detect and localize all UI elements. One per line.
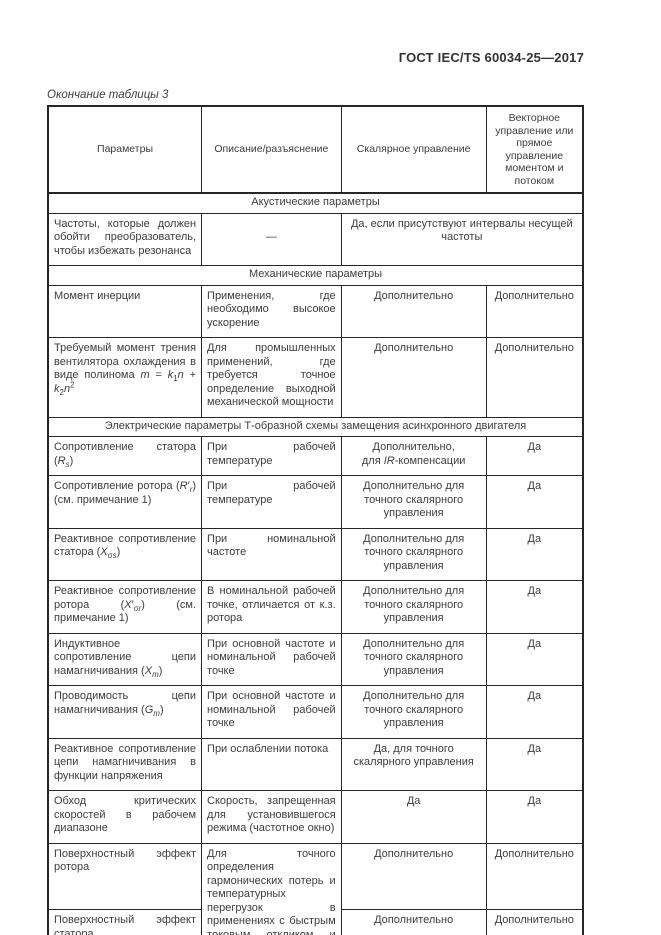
table-row: Частоты, которые должен обойти преобразо… (47, 212, 584, 266)
table-cell: Применения, где необходимо высокое ускор… (201, 284, 342, 338)
table-cell: Дополнительно (485, 842, 584, 911)
table-cell: Дополнительно для точного скалярного упр… (340, 632, 487, 686)
table-cell: При ослаблении потока (201, 737, 342, 791)
section-row: Механические параметры (47, 265, 584, 286)
section-label: Акустические параметры (47, 192, 584, 214)
table-cell: Дополнительно (485, 909, 584, 935)
column-header: Описание/разъяснение (201, 105, 342, 194)
table-cell: При основной частоте и номинальной рабоч… (201, 632, 342, 686)
table-header-row: Параметры Описание/разъяснение Скалярное у… (47, 105, 584, 194)
table-cell: Реактивное сопротивление ротора (X′σr) (… (47, 580, 203, 634)
table-cell: Частоты, которые должен обойти преобразо… (47, 212, 203, 266)
table-cell: Да (485, 632, 584, 686)
table-cell: В номинальной рабочей точке, отличается … (201, 580, 342, 634)
table-cell: Да (485, 685, 584, 739)
table-row: Реактивное сопротивление ротора (X′σr) (… (47, 580, 584, 634)
table-row: Проводимость цепи намагничивания (Gm) При… (47, 685, 584, 739)
column-header: Скалярное управление (340, 105, 487, 194)
table-row: Реактивное сопротивление цепи намагничив… (47, 737, 584, 791)
table-cell: При основной частоте и номинальной рабоч… (201, 685, 342, 739)
table-cell: Реактивное сопротивление статора (Xσs) (47, 527, 203, 581)
table-cell: Дополнительно (340, 909, 487, 935)
table-cell: Да, если присутствуют интервалы несущей … (340, 212, 584, 266)
table-cell: Скорость, запрещенная для установившегос… (201, 790, 342, 844)
section-row: Электрические параметры Т-образной схемы… (47, 416, 584, 437)
table-cell: Сопротивление статора (Rs) (47, 436, 203, 476)
table-cell: Да (485, 580, 584, 634)
table-cell: Да (340, 790, 487, 844)
section-row: Акустические параметры (47, 192, 584, 214)
table-cell: Индуктивное сопротивление цепи намагничи… (47, 632, 203, 686)
table-cell: Да (485, 737, 584, 791)
column-header: Векторное управление или прямое управлен… (485, 105, 584, 194)
table-cell: Дополнительно для точного скалярного упр… (340, 527, 487, 581)
table-cell: Да (485, 436, 584, 476)
table-cell: Да (485, 475, 584, 529)
table-row: Сопротивление ротора (R′r) (см. примечан… (47, 475, 584, 529)
table-cell: Для точного определения гармонических по… (201, 842, 342, 935)
table-cell: Дополнительно (340, 284, 487, 338)
table-row: Сопротивление статора (Rs) При рабочей те… (47, 436, 584, 476)
table-cell: Дополнительно (485, 284, 584, 338)
table-row: Поверхностный эффект ротора Для точного о… (47, 842, 584, 935)
standard-designation: ГОСТ IEC/TS 60034-25—2017 (398, 50, 584, 65)
table-row: Момент инерции Применения, где необходимо… (47, 284, 584, 338)
table-cell: При номинальной частоте (201, 527, 342, 581)
table-cell: Реактивное сопротивление цепи намагничив… (47, 737, 203, 791)
table-cell: Дополнительно (340, 337, 487, 418)
table-cell: При рабочей температуре (201, 475, 342, 529)
table-row: Требуемый момент трения вентилятора охла… (47, 337, 584, 418)
table-cell: — (201, 212, 342, 266)
table-cell: Сопротивление ротора (R′r) (см. примечан… (47, 475, 203, 529)
parameters-table: Параметры Описание/разъяснение Скалярное у… (47, 105, 584, 935)
column-header: Параметры (47, 105, 203, 194)
table-row: Реактивное сопротивление статора (Xσs) Пр… (47, 527, 584, 581)
table-cell: Для промышленных применений, где требует… (201, 337, 342, 418)
table-cell: При рабочей температуре (201, 436, 342, 476)
table-cell: Дополнительно (485, 337, 584, 418)
table-cell: Поверхностный эффект статора (47, 909, 203, 935)
table-cell: Дополнительно для точного скалярного упр… (340, 685, 487, 739)
table-cell: Обход критических скоростей в рабочем ди… (47, 790, 203, 844)
table-row: Поверхностный эффект статора Дополнительн… (47, 909, 584, 935)
table-cell: Да (485, 527, 584, 581)
table-cell: Дополнительно, для IR-компенсации (340, 436, 487, 476)
table-cell: Момент инерции (47, 284, 203, 338)
table-cell: Требуемый момент трения вентилятора охла… (47, 337, 203, 418)
table-cell: Дополнительно для точного скалярного упр… (340, 475, 487, 529)
table-row: Индуктивное сопротивление цепи намагничи… (47, 632, 584, 686)
table-row: Обход критических скоростей в рабочем ди… (47, 790, 584, 844)
table-cell: Дополнительно для точного скалярного упр… (340, 580, 487, 634)
table-caption: Окончание таблицы 3 (47, 89, 169, 101)
table-cell: Дополнительно (340, 842, 487, 911)
table-cell: Проводимость цепи намагничивания (Gm) (47, 685, 203, 739)
section-label: Механические параметры (47, 265, 584, 286)
table-cell: Да, для точного скалярного управления (340, 737, 487, 791)
table-cell: Поверхностный эффект ротора (47, 842, 203, 911)
section-label: Электрические параметры Т-образной схемы… (47, 416, 584, 437)
table-cell: Да (485, 790, 584, 844)
